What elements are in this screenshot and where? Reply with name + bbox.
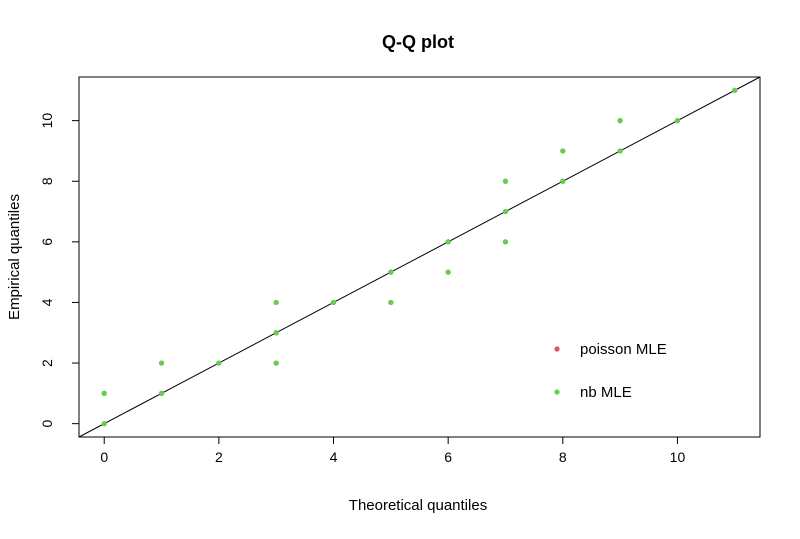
- chart-title: Q-Q plot: [382, 32, 454, 52]
- data-point: [445, 239, 451, 245]
- x-tick-label: 0: [100, 449, 108, 465]
- data-point: [674, 118, 681, 124]
- legend-label: nb MLE: [580, 384, 632, 401]
- x-axis-label: Theoretical quantiles: [349, 497, 487, 514]
- legend: poisson MLE nb MLE: [554, 341, 667, 401]
- reference-line-layer: [78, 76, 761, 438]
- x-tick-label: 6: [444, 449, 452, 465]
- y-axis-label: Empirical quantiles: [6, 194, 23, 320]
- y-tick-label: 2: [39, 359, 55, 367]
- data-point: [560, 148, 566, 154]
- legend-label: poisson MLE: [580, 341, 667, 358]
- data-point: [617, 148, 623, 154]
- data-point: [388, 299, 394, 306]
- x-tick-label: 2: [215, 449, 223, 465]
- x-axis: 0 2 4 6 8 10: [100, 437, 685, 465]
- data-point: [273, 330, 279, 336]
- y-tick-label: 0: [39, 420, 55, 428]
- legend-marker: [554, 346, 560, 352]
- data-point: [560, 178, 566, 184]
- data-point: [101, 421, 107, 427]
- data-point: [158, 390, 165, 396]
- data-point: [273, 299, 279, 306]
- data-point: [732, 87, 738, 93]
- data-point: [445, 269, 451, 275]
- data-point: [101, 390, 107, 396]
- data-point: [273, 360, 279, 366]
- x-tick-label: 10: [670, 449, 686, 465]
- data-point: [388, 269, 394, 275]
- plot-area-frame: [78, 76, 761, 438]
- x-tick-label: 4: [330, 449, 338, 465]
- data-point: [502, 208, 509, 215]
- y-tick-label: 6: [39, 238, 55, 246]
- y-tick-label: 10: [39, 113, 55, 129]
- points-layer: [101, 87, 738, 427]
- y-tick-label: 4: [39, 298, 55, 306]
- y-tick-label: 8: [39, 177, 55, 185]
- reference-line: [78, 76, 761, 438]
- data-point: [502, 239, 509, 245]
- data-point: [617, 118, 623, 124]
- y-axis: 0 2 4 6 8 10: [39, 113, 79, 428]
- data-point: [158, 360, 165, 366]
- x-tick-label: 8: [559, 449, 567, 465]
- data-point: [216, 360, 222, 366]
- data-point: [502, 178, 509, 184]
- legend-marker: [554, 389, 560, 395]
- data-point: [330, 299, 337, 306]
